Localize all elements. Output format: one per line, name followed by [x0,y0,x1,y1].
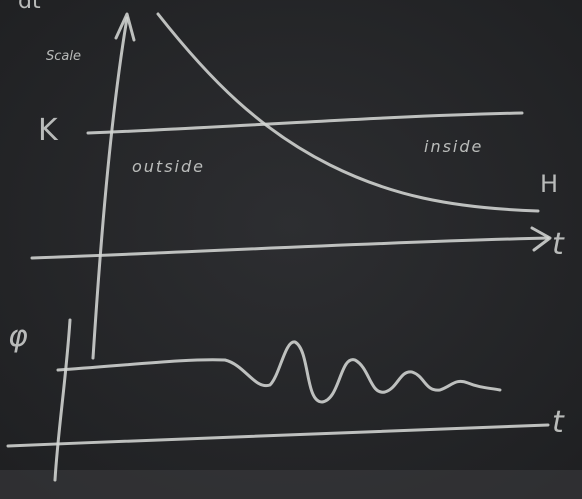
inside-label: inside [424,137,483,156]
phi-label: φ [8,319,28,354]
scale-label: Scale [46,49,81,64]
upper-t-label: t [552,227,565,262]
board-surface [0,0,582,499]
outside-label: outside [132,157,205,176]
board-ledge [0,470,582,499]
blackboard-photo: dt Scale K outside inside H t φ t [0,0,582,499]
h-label: H [540,170,558,198]
top-label: dt [18,0,41,14]
k-label: K [38,113,59,148]
lower-t-label: t [552,405,565,440]
